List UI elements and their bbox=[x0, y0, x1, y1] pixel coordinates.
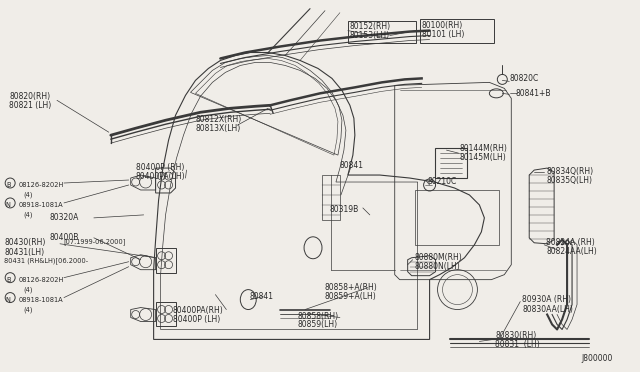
Text: 80813X(LH): 80813X(LH) bbox=[195, 124, 241, 133]
Text: 80430(RH): 80430(RH) bbox=[4, 238, 45, 247]
Text: 80831  (LH): 80831 (LH) bbox=[495, 340, 540, 349]
Text: 80821 (LH): 80821 (LH) bbox=[9, 101, 51, 110]
Text: 80841+B: 80841+B bbox=[515, 89, 551, 98]
Text: 08126-8202H: 08126-8202H bbox=[18, 182, 63, 188]
Text: 80824AA(LH): 80824AA(LH) bbox=[546, 247, 597, 256]
Text: 80835Q(LH): 80835Q(LH) bbox=[546, 176, 592, 185]
Text: 80841: 80841 bbox=[249, 292, 273, 301]
Text: 08918-1081A: 08918-1081A bbox=[18, 296, 63, 302]
Text: B: B bbox=[6, 277, 10, 283]
Text: 80320A: 80320A bbox=[49, 213, 78, 222]
Text: 80210C: 80210C bbox=[428, 177, 457, 186]
Text: 80145M(LH): 80145M(LH) bbox=[460, 153, 506, 162]
Text: 80859(LH): 80859(LH) bbox=[297, 321, 337, 330]
Bar bbox=[420, 19, 494, 42]
Text: 80400PA(LH): 80400PA(LH) bbox=[136, 172, 186, 181]
Text: 80834Q(RH): 80834Q(RH) bbox=[546, 167, 593, 176]
Text: 80824A (RH): 80824A (RH) bbox=[546, 238, 595, 247]
Text: N: N bbox=[6, 296, 11, 302]
Text: 80400B: 80400B bbox=[49, 233, 78, 242]
Text: 80859+A(LH): 80859+A(LH) bbox=[325, 292, 377, 301]
Text: 80153(LH): 80153(LH) bbox=[350, 31, 390, 39]
Text: (4): (4) bbox=[23, 212, 33, 218]
Text: 80930A (RH): 80930A (RH) bbox=[522, 295, 572, 304]
Text: 80880M(RH): 80880M(RH) bbox=[415, 253, 462, 262]
Text: (4): (4) bbox=[23, 286, 33, 293]
Text: [07.1999-06.2000]: [07.1999-06.2000] bbox=[63, 238, 125, 244]
Text: 80100(RH): 80100(RH) bbox=[422, 20, 463, 30]
Text: N: N bbox=[6, 202, 11, 208]
Text: 80858+A(RH): 80858+A(RH) bbox=[325, 283, 378, 292]
Text: 80880N(LH): 80880N(LH) bbox=[415, 262, 460, 271]
Text: (4): (4) bbox=[23, 192, 33, 199]
Text: 80431 (RH&LH)[06.2000-: 80431 (RH&LH)[06.2000- bbox=[4, 258, 88, 264]
Text: (4): (4) bbox=[23, 307, 33, 313]
Text: 80830AA(LH): 80830AA(LH) bbox=[522, 305, 573, 314]
Text: B: B bbox=[6, 182, 10, 188]
Text: 80319B: 80319B bbox=[330, 205, 359, 214]
Text: 80830(RH): 80830(RH) bbox=[495, 331, 536, 340]
Text: 80820C: 80820C bbox=[509, 74, 538, 83]
Bar bbox=[348, 20, 415, 42]
Text: 80858(RH): 80858(RH) bbox=[297, 311, 338, 321]
Text: 80820(RH): 80820(RH) bbox=[9, 92, 51, 101]
Text: J800000: J800000 bbox=[581, 355, 612, 363]
Text: 80400P (RH): 80400P (RH) bbox=[136, 163, 184, 172]
Text: 80152(RH): 80152(RH) bbox=[350, 22, 391, 31]
Text: 80400P (LH): 80400P (LH) bbox=[173, 314, 220, 324]
Text: 80431(LH): 80431(LH) bbox=[4, 248, 44, 257]
Text: 80400PA(RH): 80400PA(RH) bbox=[173, 305, 223, 315]
Text: 80812X(RH): 80812X(RH) bbox=[195, 115, 242, 124]
Text: 80144M(RH): 80144M(RH) bbox=[460, 144, 508, 153]
Text: 80841: 80841 bbox=[340, 161, 364, 170]
Text: 08918-1081A: 08918-1081A bbox=[18, 202, 63, 208]
Text: 80101 (LH): 80101 (LH) bbox=[422, 30, 464, 39]
Text: 08126-8202H: 08126-8202H bbox=[18, 277, 63, 283]
